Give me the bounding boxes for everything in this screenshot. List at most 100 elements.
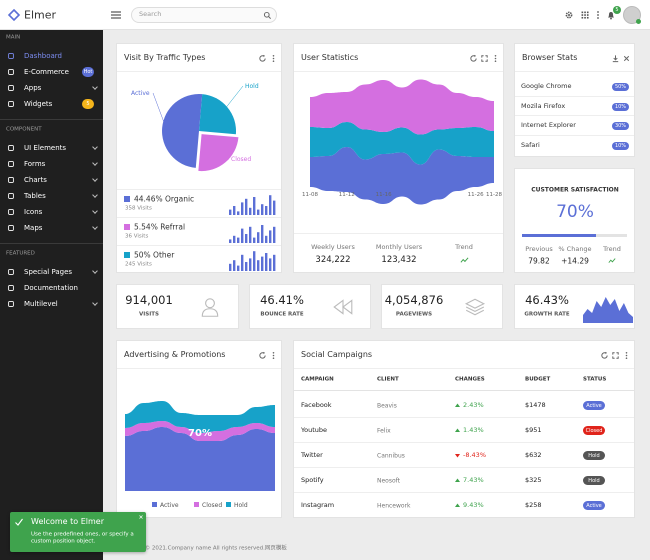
search-box[interactable]: Search — [131, 7, 277, 23]
nav-item[interactable]: Widgets 5 — [0, 96, 103, 112]
icon-dots[interactable] — [269, 351, 278, 360]
nav-item[interactable]: Maps — [0, 220, 103, 236]
pie-label: Hold — [245, 83, 259, 90]
x-tick-label: 11-28 — [486, 192, 502, 198]
icon-part — [15, 518, 23, 526]
mini-bar — [245, 198, 248, 215]
nav-chevron — [92, 192, 98, 198]
growth-spark — [583, 297, 633, 323]
mini-bar — [245, 234, 248, 243]
icon-part — [565, 11, 573, 19]
x-tick-label: 11-12 — [339, 192, 355, 198]
icon-part — [267, 15, 271, 19]
pie-slice — [162, 94, 203, 168]
logo-diamond — [7, 8, 21, 22]
icon-refresh[interactable] — [469, 54, 478, 63]
mini-bar — [261, 225, 264, 243]
icon-refresh[interactable] — [258, 351, 267, 360]
browser-name: Google Chrome — [521, 82, 572, 91]
legend-swatch — [194, 502, 199, 507]
traffic-visits: 358 Visits — [125, 205, 152, 212]
cell-text: Neosoft — [377, 476, 401, 484]
traffic-row: 5.54% Refrral 36 Visits — [117, 217, 281, 245]
cell-text: $632 — [525, 450, 542, 459]
legend-swatch — [124, 224, 130, 230]
nav-chevron — [92, 208, 98, 214]
change-value: 9.43% — [463, 500, 484, 509]
mini-bar — [241, 202, 244, 215]
icon-refresh[interactable] — [600, 351, 609, 360]
menu-toggle[interactable] — [111, 10, 121, 20]
icon-part — [583, 11, 586, 13]
arrow — [455, 478, 460, 482]
nav-item[interactable]: Documentation — [0, 280, 103, 296]
icon-part — [625, 354, 627, 356]
nav-item[interactable]: UI Elements — [0, 140, 103, 156]
icon-rewind — [333, 299, 353, 315]
icon-trend — [608, 258, 616, 263]
nav-item[interactable]: Forms — [0, 156, 103, 172]
mini-bar — [245, 262, 248, 271]
nav-item[interactable]: Multilevel — [0, 296, 103, 312]
icon-close[interactable] — [138, 514, 144, 520]
toast-title: Welcome to Elmer — [31, 517, 104, 527]
kpi-value: 46.41% — [260, 293, 304, 308]
browser-row: Internet Explorer 30% — [515, 116, 634, 136]
icon-part — [610, 17, 612, 20]
nav-item[interactable]: Icons — [0, 204, 103, 220]
icon-part — [473, 54, 476, 57]
card-title: Social Campaigns — [301, 350, 373, 360]
icon-dots — [597, 11, 599, 19]
icon-download[interactable] — [611, 54, 620, 63]
kpi-value: 4,054,876 — [384, 293, 444, 308]
satisfaction-card: CUSTOMER SATISFACTION 70% Previous 79.82 % C… — [514, 168, 635, 273]
icon-part — [494, 57, 496, 59]
nav-item[interactable]: Tables — [0, 188, 103, 204]
icon-part — [625, 351, 627, 354]
icon-close[interactable] — [622, 54, 631, 63]
legend-label: Active — [160, 502, 179, 509]
icon-part — [272, 54, 274, 57]
x-tick-label: 11-26 — [468, 192, 484, 198]
icon-dots[interactable] — [622, 351, 631, 360]
stream-chart: 11-08 11-12 11-16 11-26 11-28 — [302, 79, 502, 205]
icon-part — [333, 299, 353, 315]
nav-label: Icons — [24, 207, 43, 216]
mini-bar — [257, 260, 260, 271]
status-text: Hold — [588, 452, 600, 459]
x-tick-label: 11-08 — [302, 192, 318, 198]
pie-slice — [199, 94, 236, 135]
legend-swatch — [226, 502, 231, 507]
nav-item[interactable]: Charts — [0, 172, 103, 188]
browser-value: 10% — [614, 142, 627, 149]
icon-square — [8, 161, 14, 167]
nav-item[interactable]: Apps — [0, 80, 103, 96]
icon-dots[interactable] — [491, 54, 500, 63]
icon-refresh[interactable] — [258, 54, 267, 63]
browser-pill: 10% — [612, 102, 629, 111]
icon-part — [465, 309, 485, 316]
stream-layer — [310, 79, 494, 135]
nav-item[interactable]: Special Pages — [0, 264, 103, 280]
mini-bar — [269, 195, 272, 215]
icon-dots[interactable] — [269, 54, 278, 63]
status-text: Closed — [585, 427, 603, 434]
icon-part — [139, 515, 143, 519]
icon-square — [8, 177, 14, 183]
icon-square — [8, 209, 14, 215]
icon-part — [494, 59, 496, 62]
nav-item[interactable]: E-Commerce Hot — [0, 64, 103, 80]
card-title: Visit By Traffic Types — [124, 53, 206, 63]
icon-part — [611, 351, 619, 359]
status-pill: Hold — [583, 451, 605, 460]
icon-part — [586, 11, 589, 13]
icon-expand[interactable] — [480, 54, 489, 63]
mini-bar — [249, 226, 252, 243]
nav-item[interactable]: Dashboard — [0, 48, 103, 64]
change-arrow — [455, 403, 460, 407]
toast: Welcome to Elmer Use the predefined ones,… — [10, 512, 146, 552]
arrow — [455, 454, 460, 458]
icon-square — [8, 53, 14, 59]
icon-part — [272, 57, 274, 59]
icon-expand[interactable] — [611, 351, 620, 360]
